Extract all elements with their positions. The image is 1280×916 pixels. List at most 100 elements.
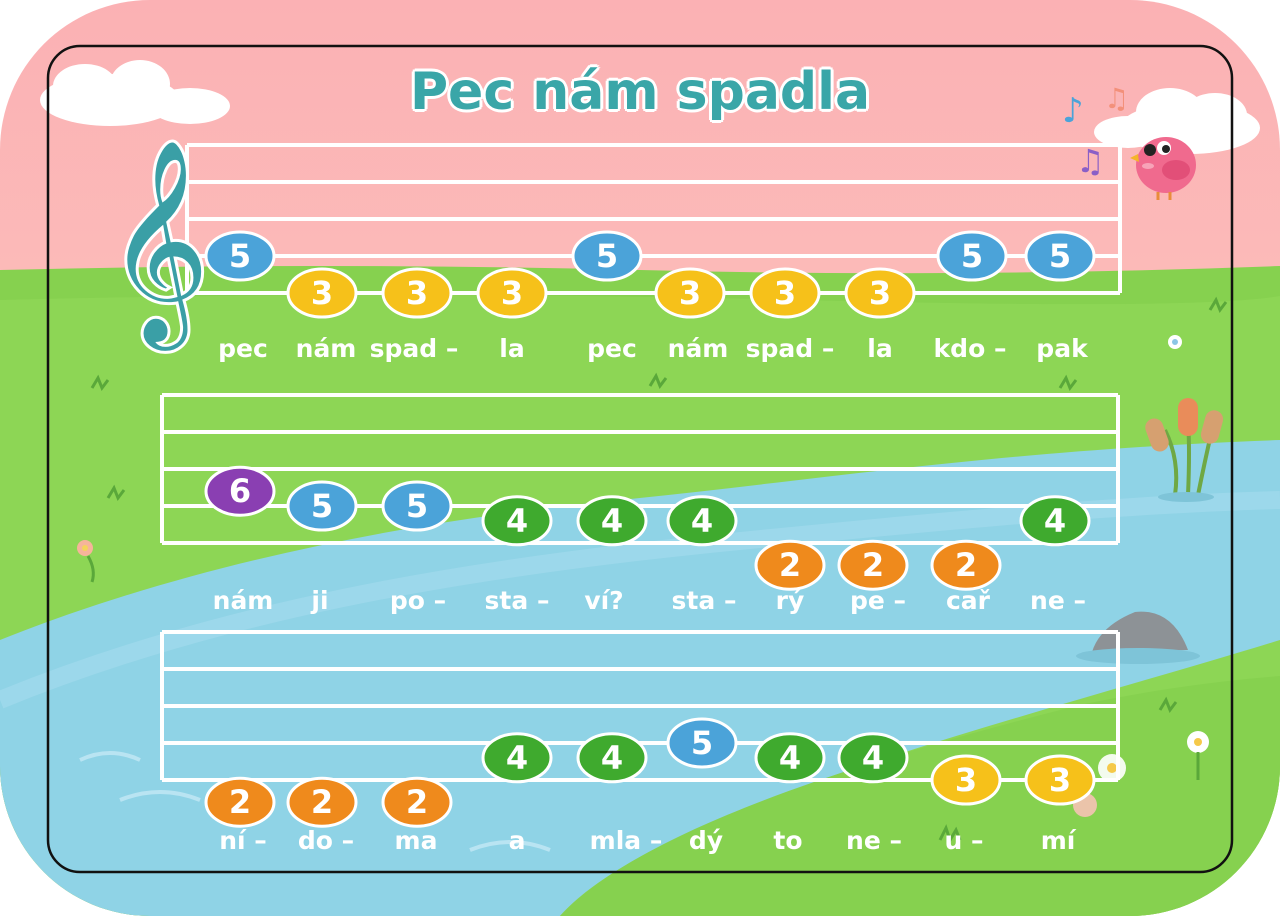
note-number: 2 — [229, 783, 251, 821]
note-4: 4 — [837, 732, 909, 784]
note-2: 2 — [286, 776, 358, 828]
lyric-syllable: dý — [688, 826, 724, 855]
lyric-syllable: cař — [945, 586, 991, 615]
note-4: 4 — [481, 495, 553, 547]
note-number: 5 — [406, 487, 428, 525]
lyric-syllable: pak — [1036, 334, 1088, 363]
note-number: 6 — [229, 472, 251, 510]
lyric-syllable: spad – — [369, 334, 459, 363]
note-2: 2 — [837, 539, 909, 591]
lyric-syllable: po – — [389, 586, 447, 615]
treble-clef-icon: 𝄞 — [103, 136, 212, 354]
note-number: 4 — [779, 739, 801, 777]
note-head — [381, 776, 453, 828]
note-head — [576, 732, 648, 784]
note-number: 3 — [501, 274, 523, 312]
note-head — [481, 732, 553, 784]
note-5: 5 — [571, 230, 643, 282]
note-head — [930, 539, 1002, 591]
notes: 5 3 3 3 5 3 3 3 5 5 6 5 5 4 4 4 2 2 2 4 2 2 2 4 4 5 4 4 3 3 — [204, 230, 1096, 828]
note-head — [286, 776, 358, 828]
lyric-syllable: sta – — [671, 586, 737, 615]
lyric-syllable: a — [508, 826, 526, 855]
lyric-syllable: do – — [297, 826, 355, 855]
note-head — [754, 732, 826, 784]
note-number: 3 — [679, 274, 701, 312]
note-3: 3 — [844, 267, 916, 319]
note-head — [749, 267, 821, 319]
note-number: 3 — [955, 761, 977, 799]
note-number: 4 — [691, 502, 713, 540]
note-number: 2 — [779, 546, 801, 584]
cloud-icon — [40, 60, 230, 126]
lyric-syllable: ma — [394, 826, 438, 855]
note-5: 5 — [381, 480, 453, 532]
note-number: 3 — [1049, 761, 1071, 799]
note-number: 5 — [1049, 237, 1071, 275]
note-4: 4 — [576, 495, 648, 547]
note-4: 4 — [666, 495, 738, 547]
lyric-syllable: rý — [775, 586, 805, 615]
note-number: 4 — [601, 739, 623, 777]
note-head — [381, 480, 453, 532]
note-head — [476, 267, 548, 319]
sheet-border — [46, 44, 1234, 874]
note-number: 5 — [229, 237, 251, 275]
note-head — [844, 267, 916, 319]
svg-text:♪: ♪ — [1062, 91, 1084, 131]
lyric-syllable: spad – — [745, 334, 835, 363]
lyric-syllable: ji — [311, 586, 329, 615]
note-number: 5 — [961, 237, 983, 275]
lyric-syllable: mí — [1040, 826, 1076, 855]
note-number: 3 — [406, 274, 428, 312]
note-4: 4 — [754, 732, 826, 784]
note-number: 4 — [506, 739, 528, 777]
note-head — [204, 776, 276, 828]
lyric-syllable: nám — [295, 334, 357, 363]
note-head — [571, 230, 643, 282]
lyric-syllable: la — [499, 334, 525, 363]
note-6: 6 — [204, 465, 276, 517]
lyric-syllable: pe – — [849, 586, 907, 615]
note-3: 3 — [476, 267, 548, 319]
lyric-syllable: mla – — [589, 826, 663, 855]
note-head — [654, 267, 726, 319]
note-number: 4 — [506, 502, 528, 540]
lyric-syllable: pec — [218, 334, 268, 363]
note-5: 5 — [666, 717, 738, 769]
lyric-syllable: sta – — [484, 586, 550, 615]
pink-bird-icon — [1130, 137, 1196, 200]
note-number: 5 — [311, 487, 333, 525]
note-5: 5 — [204, 230, 276, 282]
note-number: 5 — [691, 724, 713, 762]
note-head — [286, 480, 358, 532]
lyric-syllable: nám — [212, 586, 274, 615]
svg-text:𝄞: 𝄞 — [106, 139, 209, 351]
note-number: 4 — [1044, 502, 1066, 540]
note-3: 3 — [654, 267, 726, 319]
svg-text:♫: ♫ — [1104, 82, 1129, 115]
note-number: 2 — [955, 546, 977, 584]
lyric-syllable: u – — [944, 826, 984, 855]
note-3: 3 — [930, 754, 1002, 806]
note-number: 2 — [311, 783, 333, 821]
note-head — [204, 230, 276, 282]
note-4: 4 — [576, 732, 648, 784]
note-number: 5 — [596, 237, 618, 275]
note-number: 2 — [862, 546, 884, 584]
note-2: 2 — [381, 776, 453, 828]
note-2: 2 — [204, 776, 276, 828]
note-head — [930, 754, 1002, 806]
lyric-syllable: ne – — [1030, 586, 1086, 615]
note-head — [1024, 230, 1096, 282]
lyric-syllable: kdo – — [933, 334, 1007, 363]
note-3: 3 — [381, 267, 453, 319]
note-head — [837, 732, 909, 784]
note-3: 3 — [286, 267, 358, 319]
note-3: 3 — [1024, 754, 1096, 806]
note-4: 4 — [1019, 495, 1091, 547]
svg-text:♫: ♫ — [1076, 142, 1105, 180]
music-note-icon: ♪ ♫ ♫ — [1062, 82, 1129, 180]
note-head — [204, 465, 276, 517]
